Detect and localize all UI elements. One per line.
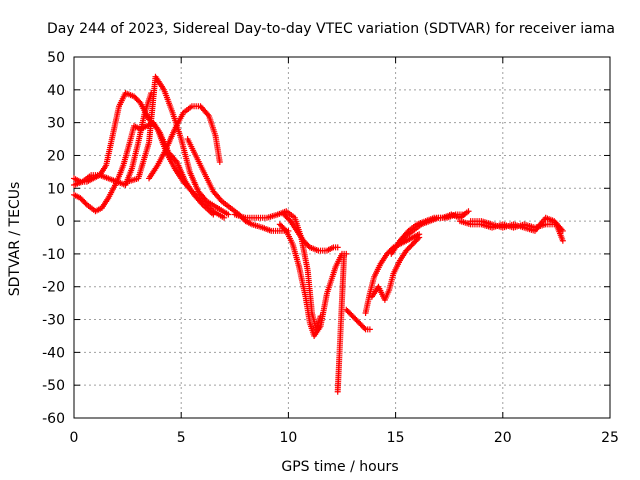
x-tick-label: 0 xyxy=(70,430,79,446)
data-point xyxy=(281,226,288,233)
data-point xyxy=(366,326,373,333)
y-tick-label: -50 xyxy=(42,378,65,394)
y-tick-label: 10 xyxy=(47,181,65,197)
series-track-8 xyxy=(276,221,345,339)
series-track-6 xyxy=(184,136,292,234)
data-point xyxy=(82,200,89,207)
x-tick-label: 10 xyxy=(279,430,297,446)
data-point xyxy=(136,98,143,105)
data-point xyxy=(414,235,421,242)
data-point xyxy=(343,250,350,257)
data-point xyxy=(216,159,223,166)
series-track-7 xyxy=(231,208,324,333)
data-point xyxy=(334,244,341,251)
data-point xyxy=(225,211,232,218)
data-point xyxy=(221,214,228,221)
data-point xyxy=(305,243,312,250)
series-track-11 xyxy=(343,306,373,333)
data-point xyxy=(559,237,566,244)
grid-lines xyxy=(74,57,610,418)
x-tick-label: 20 xyxy=(494,430,512,446)
data-point xyxy=(416,234,423,241)
x-axis-label: GPS time / hours xyxy=(281,459,398,475)
y-tick-label: -20 xyxy=(42,280,65,296)
data-point xyxy=(559,227,566,234)
y-tick-label: 20 xyxy=(47,148,65,164)
series-track-10 xyxy=(334,250,350,395)
y-tick-label: 0 xyxy=(56,214,65,230)
data-point xyxy=(210,211,217,218)
y-tick-label: 30 xyxy=(47,116,65,132)
series-track-9 xyxy=(281,211,341,254)
series-track-2 xyxy=(71,119,217,218)
series-track-5 xyxy=(146,103,223,182)
plot-frame xyxy=(73,56,611,419)
x-tick-label: 25 xyxy=(601,430,619,446)
y-tick-label: 50 xyxy=(47,50,65,66)
series-track-15 xyxy=(388,208,472,257)
axes xyxy=(73,56,611,419)
y-tick-label: -10 xyxy=(42,247,65,263)
chart-title: Day 244 of 2023, Sidereal Day-to-day VTE… xyxy=(47,21,615,37)
y-tick-label: -60 xyxy=(42,411,65,427)
y-tick-label: -30 xyxy=(42,313,65,329)
data-point xyxy=(465,208,472,215)
series-track-4 xyxy=(124,73,232,218)
series-track-13 xyxy=(369,234,423,303)
y-axis-label: SDTVAR / TECUs xyxy=(7,182,23,297)
series-track-17 xyxy=(467,214,566,234)
x-ticks: 0 5 10 15 20 25 xyxy=(70,57,619,446)
y-ticks: -60 -50 -40 -30 -20 -10 0 10 20 30 40 50 xyxy=(42,50,610,427)
y-tick-label: 40 xyxy=(47,83,65,99)
data-point xyxy=(361,325,368,332)
x-tick-label: 5 xyxy=(177,430,186,446)
x-tick-label: 15 xyxy=(387,430,405,446)
data-points xyxy=(71,73,566,395)
y-tick-label: -40 xyxy=(42,345,65,361)
